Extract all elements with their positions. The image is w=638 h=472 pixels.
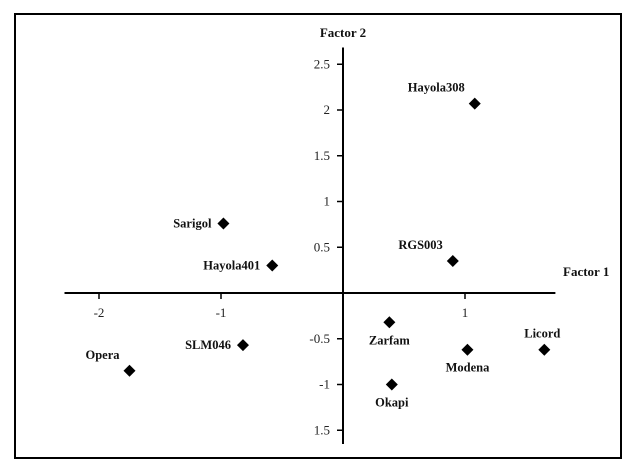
data-point-label: RGS003 bbox=[398, 238, 442, 252]
x-axis-title: Factor 1 bbox=[563, 264, 609, 279]
data-point-label: Hayola401 bbox=[203, 259, 260, 273]
y-tick-label: 0.5 bbox=[314, 239, 330, 254]
y-tick-label: 1.5 bbox=[314, 422, 330, 437]
data-point-label: SLM046 bbox=[185, 338, 231, 352]
axes bbox=[64, 47, 556, 444]
data-point-marker bbox=[236, 339, 249, 352]
y-axis-title: Factor 2 bbox=[320, 25, 366, 40]
x-tick-label: -2 bbox=[94, 305, 105, 320]
ticks: -2 -1 1 2.5 2 1.5 1 0.5 -0.5 -1 1.5 bbox=[94, 56, 469, 437]
data-point-marker bbox=[266, 259, 279, 272]
data-point-marker bbox=[217, 217, 230, 230]
data-point-marker bbox=[383, 316, 396, 329]
data-point-marker bbox=[538, 343, 551, 356]
data-point-marker bbox=[446, 254, 459, 267]
data-points: Hayola308 Sarigol RGS003 Hayola401 Zarfam SLM… bbox=[85, 81, 560, 410]
y-tick-label: -1 bbox=[319, 377, 330, 392]
y-tick-label: 2 bbox=[324, 102, 331, 117]
data-point-marker bbox=[468, 97, 481, 110]
data-point-label: Hayola308 bbox=[408, 81, 465, 95]
y-tick-label: 1.5 bbox=[314, 148, 330, 163]
data-point-marker bbox=[123, 364, 136, 377]
data-point-label: Licord bbox=[524, 327, 560, 341]
data-point-label: Modena bbox=[446, 361, 491, 375]
y-tick-label: 2.5 bbox=[314, 56, 330, 71]
x-tick-label: -1 bbox=[216, 305, 227, 320]
data-point-label: Zarfam bbox=[369, 333, 411, 347]
data-point-marker bbox=[385, 378, 398, 391]
data-point-label: Opera bbox=[85, 348, 120, 362]
chart-frame bbox=[14, 13, 622, 459]
data-point-label: Okapi bbox=[375, 396, 409, 410]
data-point-marker bbox=[461, 343, 474, 356]
y-tick-label: -0.5 bbox=[309, 331, 330, 346]
y-tick-label: 1 bbox=[324, 194, 331, 209]
data-point-label: Sarigol bbox=[173, 216, 212, 230]
x-tick-label: 1 bbox=[462, 305, 469, 320]
